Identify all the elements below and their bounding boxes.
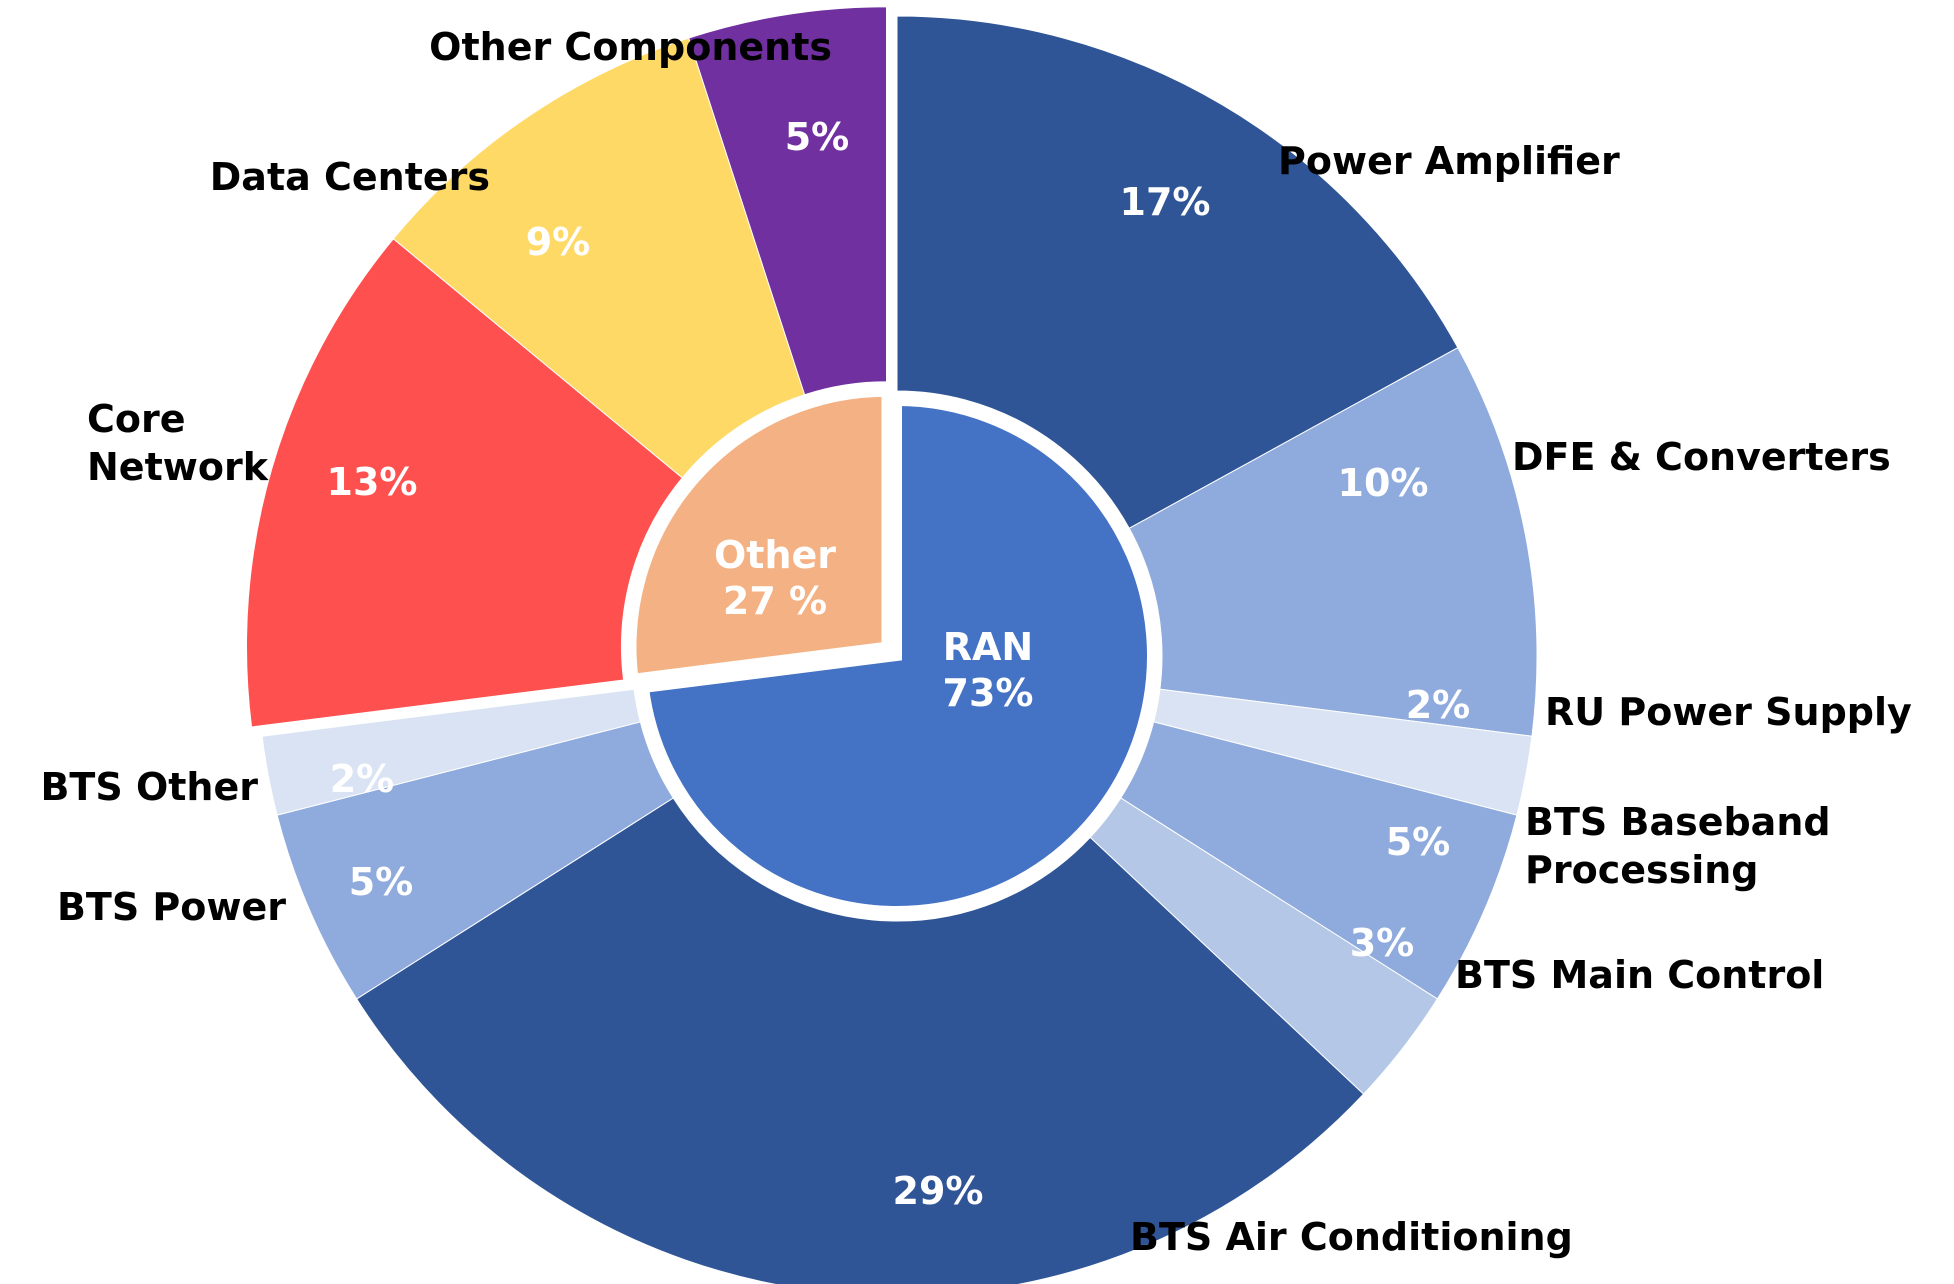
outer-slice-power-amplifier — [896, 15, 1459, 530]
outer-slice-data-centers — [392, 37, 806, 479]
outer-category-label-bts-baseband-processing: BTS Baseband Processing — [1525, 800, 1831, 892]
outer-slice-bts-other — [261, 688, 641, 816]
outer-category-label-line: BTS Other — [40, 765, 258, 809]
outer-value-label-bts-air-conditioning: 29% — [893, 1169, 984, 1213]
inner-slice-ran — [638, 395, 1157, 916]
outer-category-label-ru-power-supply: RU Power Supply — [1545, 690, 1912, 734]
outer-category-label-power-amplifier: Power Amplifier — [1278, 139, 1620, 183]
outer-value-label-bts-other: 2% — [330, 757, 395, 801]
inner-category-label-other: Other — [714, 533, 836, 577]
outer-category-label-bts-power: BTS Power — [57, 885, 286, 929]
inner-slice-other — [626, 386, 892, 685]
outer-value-label-bts-power: 5% — [349, 860, 414, 904]
chart-labels: 17% Power Amplifier 10% DFE & Converters 2% R… — [40, 25, 1912, 1259]
outer-value-label-core-network: 13% — [327, 460, 418, 504]
outer-category-label-line: Network — [87, 445, 269, 489]
outer-slice-bts-air-conditioning — [355, 797, 1365, 1284]
outer-category-label-core-network: Core Network — [87, 397, 269, 489]
outer-category-label-bts-other: BTS Other — [40, 765, 258, 809]
outer-value-label-data-centers: 9% — [526, 220, 591, 264]
outer-category-label-line: Core — [87, 397, 186, 441]
outer-ring — [246, 6, 1538, 1284]
outer-category-label-dfe-and-converters: DFE & Converters — [1512, 435, 1891, 479]
inner-value-label-other: 27 % — [723, 579, 827, 623]
outer-value-label-other-components: 5% — [785, 115, 850, 159]
outer-category-label-line: BTS Main Control — [1455, 953, 1824, 997]
inner-category-label-ran: RAN — [943, 625, 1033, 669]
outer-category-label-line: Processing — [1525, 848, 1759, 892]
outer-category-label-line: Data Centers — [210, 155, 490, 199]
outer-category-label-line: BTS Air Conditioning — [1130, 1215, 1573, 1259]
outer-category-label-other-components: Other Components — [429, 25, 832, 69]
outer-slice-dfe-and-converters — [1128, 347, 1538, 737]
outer-category-label-bts-air-conditioning: BTS Air Conditioning — [1130, 1215, 1573, 1259]
outer-category-label-line: RU Power Supply — [1545, 690, 1912, 734]
outer-slice-other-components — [688, 6, 887, 396]
inner-value-label-ran: 73% — [943, 671, 1034, 715]
outer-slice-core-network — [246, 238, 684, 728]
outer-value-label-bts-baseband-processing: 5% — [1386, 820, 1451, 864]
outer-value-label-bts-main-control: 3% — [1350, 921, 1415, 965]
outer-category-label-line: Power Amplifier — [1278, 139, 1620, 183]
outer-value-label-dfe-and-converters: 10% — [1338, 461, 1429, 505]
outer-category-label-line: BTS Baseband — [1525, 800, 1831, 844]
outer-category-label-data-centers: Data Centers — [210, 155, 490, 199]
inner-ring — [626, 386, 1159, 918]
outer-value-label-power-amplifier: 17% — [1120, 180, 1211, 224]
outer-category-label-bts-main-control: BTS Main Control — [1455, 953, 1824, 997]
outer-category-label-line: DFE & Converters — [1512, 435, 1891, 479]
outer-category-label-line: Other Components — [429, 25, 832, 69]
outer-category-label-line: BTS Power — [57, 885, 286, 929]
outer-value-label-ru-power-supply: 2% — [1406, 683, 1471, 727]
